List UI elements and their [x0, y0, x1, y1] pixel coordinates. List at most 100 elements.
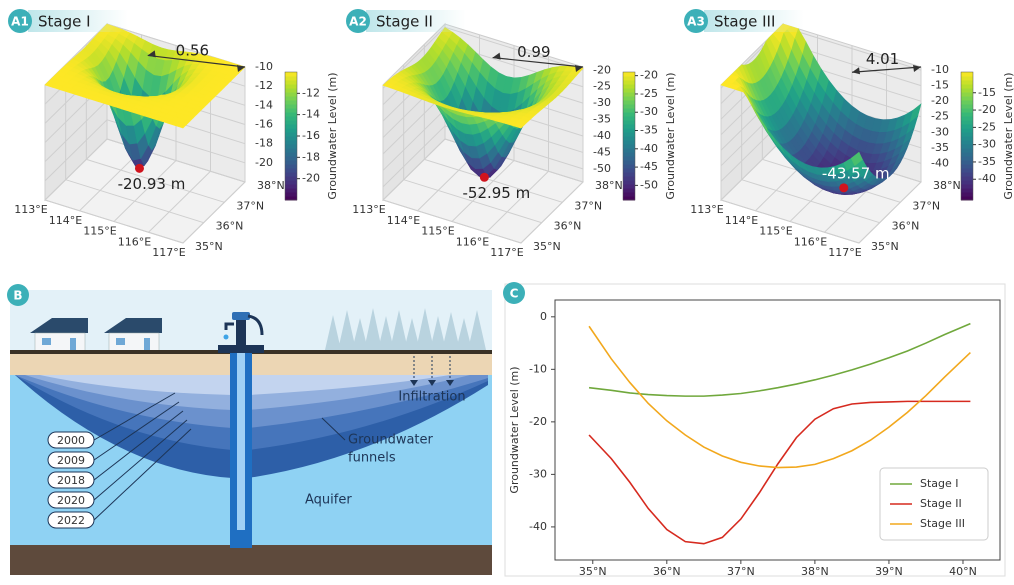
minimum-point	[134, 163, 144, 173]
series-line	[588, 400, 971, 545]
z-tick-label: -40	[593, 129, 611, 142]
colorbar-slice	[961, 164, 973, 169]
x-tick-label: 38°N	[801, 565, 829, 578]
x-tick-label: 114°E	[725, 214, 758, 227]
colorbar-slice	[961, 92, 973, 97]
x-tick-label: 37°N	[727, 565, 755, 578]
colorbar-slice	[961, 136, 973, 141]
year-labels: 2000 2009 2018 2020 2022	[47, 392, 192, 529]
y-tick-label: 38°N	[933, 179, 961, 192]
panel-title: Stage III	[714, 13, 775, 31]
colorbar-frame	[960, 71, 974, 201]
panel-title: Stage II	[376, 13, 433, 31]
colorbar-slice	[285, 148, 297, 153]
colorbar-tick-label: -16	[302, 129, 320, 142]
z-tick-label: -15	[931, 79, 949, 92]
x-tick-label: 117°E	[490, 246, 523, 259]
colorbar-slice	[623, 132, 635, 137]
x-tick-label: 113°E	[14, 203, 47, 216]
x-tick-label: 115°E	[83, 225, 116, 238]
leader-line	[93, 401, 180, 461]
colorbar-tick-label: -50	[640, 178, 658, 191]
panel-label: A1	[11, 15, 29, 29]
colorbar-tick-label: -20	[640, 69, 658, 82]
panel-label: C	[510, 287, 519, 301]
colorbar-slice	[623, 136, 635, 141]
grid-line	[741, 64, 880, 224]
diagram-panel: Infiltration Groundwater funnels Aquifer…	[7, 284, 492, 575]
y-tick-label: 37°N	[574, 199, 602, 212]
colorbar-slice	[623, 188, 635, 193]
colorbar-slice	[623, 112, 635, 117]
panel-badge	[503, 282, 525, 304]
z-tick-label: -16	[255, 118, 273, 131]
infiltration-label: Infiltration	[398, 390, 465, 405]
colorbar-slice	[285, 176, 297, 181]
legend-box	[879, 467, 989, 541]
y-tick-label: -30	[529, 467, 547, 480]
x-tick-label: 116°E	[794, 235, 827, 248]
colorbar-tick-label: -18	[302, 150, 320, 163]
colorbar-label: Groundwater Level (m)	[326, 72, 339, 199]
colorbar-slice	[285, 180, 297, 185]
distance-label: 4.01	[866, 50, 899, 68]
colorbar-slice	[961, 140, 973, 145]
colorbar-slice	[623, 80, 635, 85]
y-tick-label: 36°N	[892, 220, 920, 233]
year-label: 2020	[57, 494, 85, 507]
y-tick-label: 36°N	[554, 220, 582, 233]
line-chart: 0 -10 -20 -30 -40 35°N 36°N 37°N 38°N 39°N 40°N Gro…	[503, 282, 1001, 578]
legend-label: Stage II	[920, 497, 962, 510]
colorbar-slice	[285, 164, 297, 169]
aquifer-label: Aquifer	[305, 493, 352, 508]
colorbar-slice	[623, 180, 635, 185]
colorbar-tick-label: -45	[640, 160, 658, 173]
colorbar-slice	[961, 116, 973, 121]
trees	[325, 308, 486, 350]
grid-line	[382, 85, 522, 244]
year-box	[47, 451, 95, 469]
colorbar-slice	[285, 188, 297, 193]
z-tick-label: -35	[593, 113, 611, 126]
panel-label: B	[13, 289, 22, 303]
colorbar-slice	[285, 152, 297, 157]
z-tick-label: -20	[255, 156, 273, 169]
colorbar-slice	[623, 192, 635, 197]
x-tick-label: 114°E	[387, 214, 420, 227]
arrow-head	[852, 67, 861, 75]
colorbar-slice	[961, 96, 973, 101]
bedrock	[10, 545, 492, 575]
z-tick-label: -10	[255, 60, 273, 73]
colorbar-slice	[285, 112, 297, 117]
colorbar-tick-label: -12	[302, 86, 320, 99]
colorbar-slice	[623, 84, 635, 89]
colorbar-slice	[961, 84, 973, 89]
legend-label: Stage I	[920, 477, 959, 490]
colorbar-slice	[285, 120, 297, 125]
y-tick-label: 0	[540, 310, 547, 323]
colorbar-slice	[961, 104, 973, 109]
y-tick-label: 35°N	[533, 240, 561, 253]
year-box	[47, 491, 95, 509]
year-box	[47, 471, 95, 489]
colorbar-slice	[961, 168, 973, 173]
title-band	[366, 10, 466, 32]
colorbar-slice	[623, 72, 635, 77]
y-tick-label: 38°N	[257, 179, 285, 192]
colorbar-slice	[285, 92, 297, 97]
leader-line	[321, 417, 346, 441]
arrow-head	[147, 50, 156, 58]
colorbar-tick-label: -30	[978, 138, 996, 151]
colorbar-slice	[623, 88, 635, 93]
z-tick-label: -20	[931, 94, 949, 107]
minimum-point	[839, 183, 849, 193]
colorbar-tick-label: -35	[640, 124, 658, 137]
colorbar-slice	[961, 76, 973, 81]
colorbar-tick-label: -30	[640, 105, 658, 118]
colorbar-slice	[623, 148, 635, 153]
colorbar-slice	[623, 152, 635, 157]
y-tick-label: 35°N	[195, 240, 223, 253]
colorbar-slice	[285, 156, 297, 161]
